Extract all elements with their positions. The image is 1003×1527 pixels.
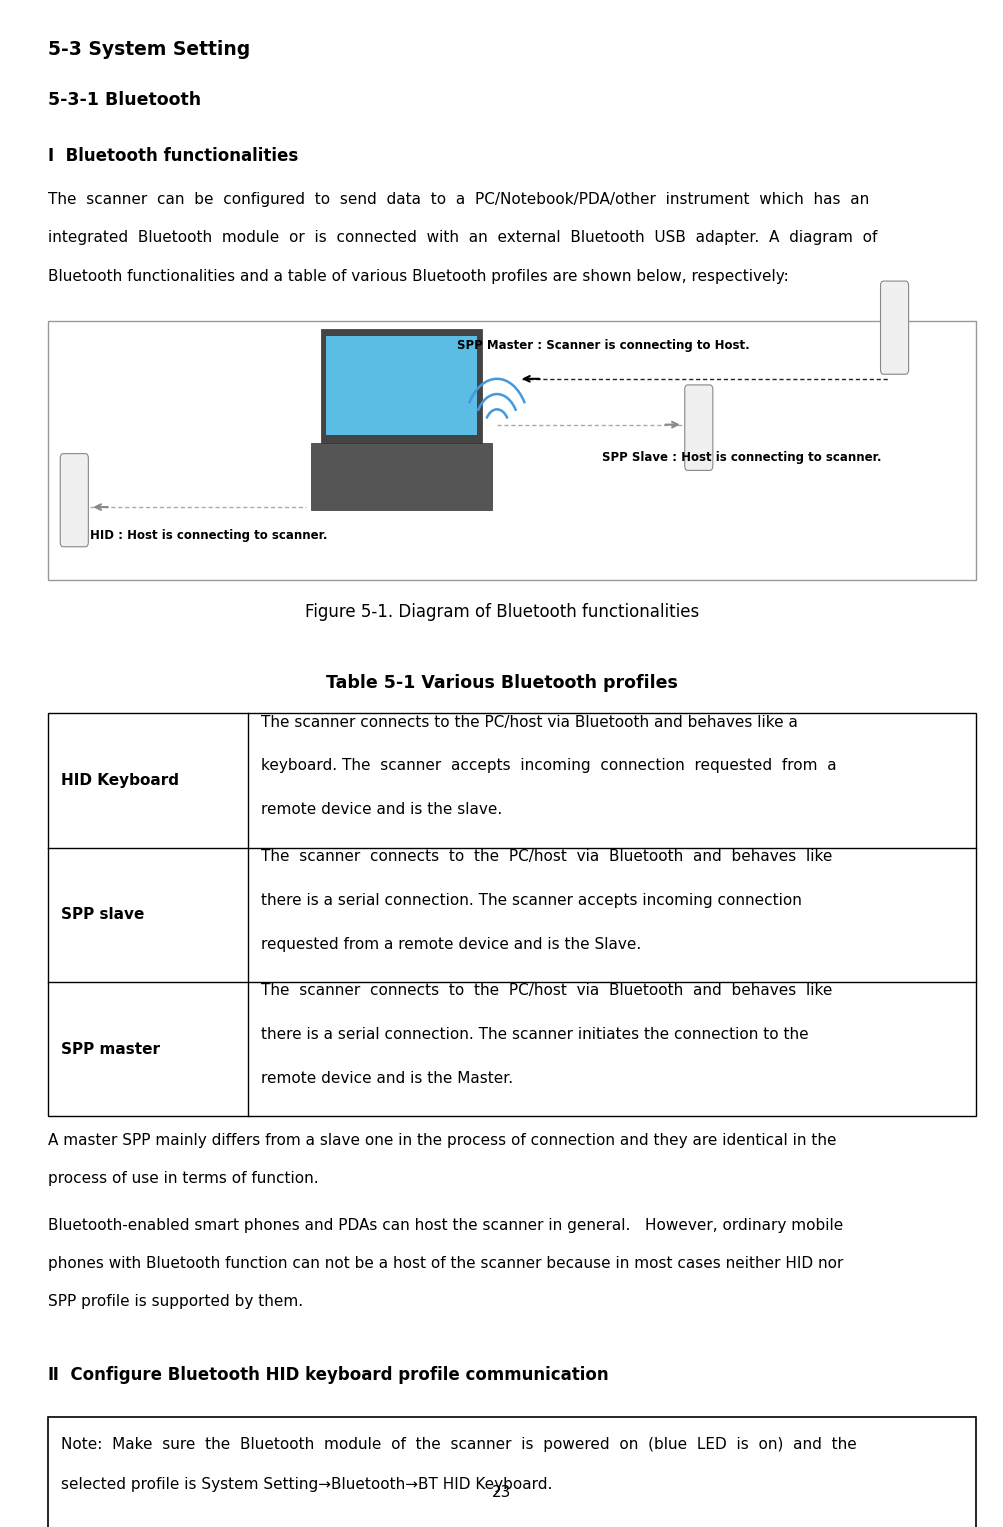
Text: Note:  Make  sure  the  Bluetooth  module  of  the  scanner  is  powered  on  (b: Note: Make sure the Bluetooth module of … xyxy=(61,1437,857,1452)
Text: 5-3-1 Bluetooth: 5-3-1 Bluetooth xyxy=(48,90,202,108)
Text: remote device and is the Master.: remote device and is the Master. xyxy=(261,1070,513,1086)
Text: The  scanner  connects  to  the  PC/host  via  Bluetooth  and  behaves  like: The scanner connects to the PC/host via … xyxy=(261,983,831,999)
FancyBboxPatch shape xyxy=(60,454,88,547)
Text: SPP master: SPP master xyxy=(61,1041,160,1057)
Text: phones with Bluetooth function can not be a host of the scanner because in most : phones with Bluetooth function can not b… xyxy=(48,1257,843,1270)
Text: The  scanner  connects  to  the  PC/host  via  Bluetooth  and  behaves  like: The scanner connects to the PC/host via … xyxy=(261,849,831,864)
Text: there is a serial connection. The scanner initiates the connection to the: there is a serial connection. The scanne… xyxy=(261,1028,807,1043)
Text: HID Keyboard: HID Keyboard xyxy=(61,773,180,788)
Text: The  scanner  can  be  configured  to  send  data  to  a  PC/Notebook/PDA/other : The scanner can be configured to send da… xyxy=(48,192,869,208)
Text: SPP Slave : Host is connecting to scanner.: SPP Slave : Host is connecting to scanne… xyxy=(602,450,881,464)
Bar xyxy=(311,443,491,510)
Text: HID : Host is connecting to scanner.: HID : Host is connecting to scanner. xyxy=(90,530,328,542)
Text: SPP slave: SPP slave xyxy=(61,907,144,922)
Text: Ⅰ  Bluetooth functionalities: Ⅰ Bluetooth functionalities xyxy=(48,147,298,165)
Text: Table 5-1 Various Bluetooth profiles: Table 5-1 Various Bluetooth profiles xyxy=(326,673,677,692)
Text: SPP Master : Scanner is connecting to Host.: SPP Master : Scanner is connecting to Ho… xyxy=(456,339,749,353)
Text: Ⅱ  Configure Bluetooth HID keyboard profile communication: Ⅱ Configure Bluetooth HID keyboard profi… xyxy=(48,1367,608,1385)
Bar xyxy=(321,328,481,443)
Text: selected profile is System Setting→Bluetooth→BT HID Keyboard.: selected profile is System Setting→Bluet… xyxy=(61,1477,552,1492)
Text: Figure 5-1. Diagram of Bluetooth functionalities: Figure 5-1. Diagram of Bluetooth functio… xyxy=(305,603,698,621)
Text: there is a serial connection. The scanner accepts incoming connection: there is a serial connection. The scanne… xyxy=(261,893,800,909)
Text: The scanner connects to the PC/host via Bluetooth and behaves like a: The scanner connects to the PC/host via … xyxy=(261,715,796,730)
Text: 5-3 System Setting: 5-3 System Setting xyxy=(48,40,250,58)
Text: 23: 23 xyxy=(491,1484,512,1500)
Text: remote device and is the slave.: remote device and is the slave. xyxy=(261,802,502,817)
FancyBboxPatch shape xyxy=(880,281,908,374)
Bar xyxy=(326,336,476,435)
Text: Bluetooth-enabled smart phones and PDAs can host the scanner in general.   Howev: Bluetooth-enabled smart phones and PDAs … xyxy=(48,1219,843,1232)
Text: integrated  Bluetooth  module  or  is  connected  with  an  external  Bluetooth : integrated Bluetooth module or is connec… xyxy=(48,231,877,246)
Text: Bluetooth functionalities and a table of various Bluetooth profiles are shown be: Bluetooth functionalities and a table of… xyxy=(48,269,788,284)
Text: keyboard. The  scanner  accepts  incoming  connection  requested  from  a: keyboard. The scanner accepts incoming c… xyxy=(261,759,835,774)
Bar xyxy=(48,1417,975,1527)
FancyBboxPatch shape xyxy=(684,385,712,470)
Text: A master SPP mainly differs from a slave one in the process of connection and th: A master SPP mainly differs from a slave… xyxy=(48,1133,835,1148)
Text: requested from a remote device and is the Slave.: requested from a remote device and is th… xyxy=(261,936,640,951)
Text: process of use in terms of function.: process of use in terms of function. xyxy=(48,1171,319,1186)
Text: SPP profile is supported by them.: SPP profile is supported by them. xyxy=(48,1295,303,1309)
Bar xyxy=(48,713,975,1116)
Bar xyxy=(48,321,975,580)
